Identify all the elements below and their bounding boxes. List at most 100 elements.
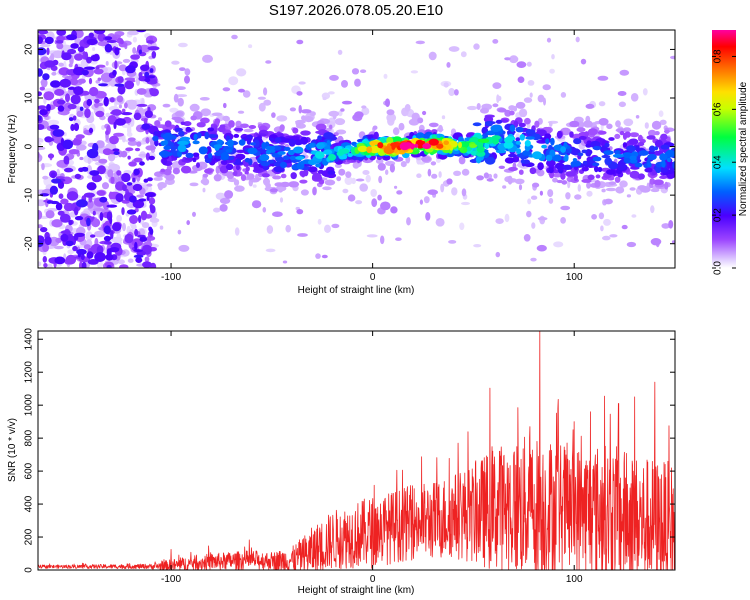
snr-frame — [37, 330, 676, 571]
spectrogram-cell — [114, 47, 120, 56]
spectrogram-cell — [106, 40, 118, 43]
spectrogram-cell — [375, 158, 384, 164]
spectrogram-cell — [151, 51, 157, 59]
spectrogram-cell — [260, 161, 270, 167]
spectrogram-cell — [258, 102, 266, 112]
spectrogram-cell — [635, 115, 640, 119]
spectrogram-cell — [119, 264, 129, 268]
spectrogram-cell — [648, 129, 657, 137]
spectrogram-cell — [666, 157, 672, 163]
spectrogram-cell — [400, 161, 407, 168]
spectrogram-cell — [238, 139, 246, 146]
spectrogram-cell — [416, 173, 422, 178]
spectrogram-cell — [416, 132, 425, 140]
spectrogram-cell — [451, 187, 458, 196]
spectrogram-cell — [143, 118, 148, 125]
y-tick-label: 20 — [24, 43, 35, 55]
spectrogram-cell — [94, 252, 106, 262]
spectrogram-cell — [542, 84, 551, 91]
spectrogram-cell — [112, 148, 120, 152]
spectrogram-cell — [520, 159, 526, 164]
spectrogram-cell — [443, 140, 450, 145]
spectrogram-cell — [121, 172, 131, 183]
spectrogram-cell — [331, 223, 340, 229]
spectrogram-cell — [606, 123, 613, 130]
x-tick-label: -100 — [161, 272, 181, 283]
spectrogram-cell — [322, 186, 332, 191]
spectrogram-cell — [492, 82, 502, 89]
spectrogram-cell — [144, 71, 150, 77]
spectrogram-cell — [500, 119, 509, 123]
x-tick-label: -100 — [161, 574, 181, 585]
spectrogram-cell — [504, 157, 515, 164]
spectrogram-cell — [516, 148, 522, 155]
spectrogram-cell — [661, 160, 666, 168]
spectrogram-cell — [529, 92, 533, 98]
spectrogram-cell — [549, 68, 555, 74]
spectrogram-cell — [219, 124, 226, 129]
spectrogram-cell — [119, 39, 124, 45]
spectrogram-cell — [129, 215, 139, 224]
spectrogram-cell — [479, 138, 490, 144]
spectrogram-cell — [233, 127, 244, 132]
spectrogram-cell — [49, 185, 59, 195]
spectrogram-cell — [104, 36, 113, 41]
spectrogram-cell — [68, 63, 73, 68]
spectrogram-cell — [83, 66, 96, 70]
spectrogram-cell — [552, 177, 558, 183]
spectrogram-cell — [91, 216, 95, 220]
spectrogram-cell — [653, 146, 659, 151]
spectrogram-cell — [116, 170, 122, 176]
y-tick-label: 0 — [24, 143, 35, 149]
spectrogram-cell — [655, 166, 662, 174]
spectrogram-cell — [133, 157, 143, 163]
spectrogram-cell — [492, 103, 499, 108]
spectrogram-cell — [107, 169, 114, 178]
spectrogram-cell — [40, 227, 48, 233]
spectrogram-cell — [570, 160, 582, 167]
spectrogram-cell — [136, 103, 148, 107]
spectrogram-cell — [386, 109, 395, 116]
spectrogram-cell — [438, 124, 443, 133]
spectrogram-cell — [458, 156, 466, 165]
spectrogram-cell — [608, 181, 617, 185]
spectrogram-cell — [518, 169, 524, 175]
spectrogram-cell — [38, 105, 47, 110]
spectrogram-cell — [574, 194, 582, 200]
colorbar-tick-label: 0.6 — [713, 102, 724, 116]
spectrogram-cell — [560, 146, 566, 153]
spectrogram-cell — [341, 100, 353, 105]
spectrogram-cell — [96, 261, 104, 268]
spectrogram-cell — [495, 251, 501, 258]
x-tick-label: 100 — [566, 574, 583, 585]
spectrogram-cell — [581, 166, 589, 172]
spectrogram-cell — [39, 109, 48, 116]
spectrogram-cell — [484, 121, 493, 127]
spectrogram-cell — [639, 186, 651, 193]
spectrogram-cell — [507, 175, 513, 185]
spectrogram-cell — [56, 99, 66, 105]
spectrogram-cell — [110, 236, 123, 243]
spectrogram-cell — [355, 200, 363, 205]
spectrogram-cell — [50, 53, 55, 61]
spectrogram-cell — [498, 108, 507, 113]
spectrogram-cell — [235, 164, 241, 171]
spectrogram-cell — [537, 162, 544, 171]
spectrogram-cell — [38, 146, 46, 151]
spectrogram-cell — [157, 117, 163, 122]
spectrogram-cell — [93, 68, 104, 75]
spectrogram-cell — [597, 166, 603, 173]
spectrogram-cell — [569, 131, 574, 138]
spectrogram-cell — [223, 102, 227, 109]
spectrogram-cell — [469, 143, 478, 148]
spectrogram-cell — [93, 30, 106, 35]
spectrogram-cell — [95, 91, 107, 99]
spectrogram-cell — [371, 198, 378, 208]
spectrogram-cell — [162, 103, 171, 108]
spectrogram-cell — [560, 92, 567, 98]
spectrogram-cell — [50, 80, 61, 88]
spectrogram-cell — [406, 217, 411, 226]
spectrogram-cell — [545, 154, 553, 162]
spectrogram-cell — [109, 216, 113, 225]
